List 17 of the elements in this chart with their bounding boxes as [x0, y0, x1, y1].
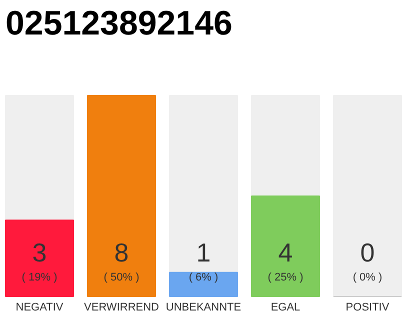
x-tick-label: NEGATIV	[16, 302, 64, 314]
x-tick-label: EGAL	[270, 302, 300, 314]
data-label: ( 19% )	[22, 271, 58, 284]
annotation: 0	[360, 237, 375, 268]
x-tick-label: POSITIV	[346, 302, 390, 314]
chart-title: 025123892146	[6, 4, 232, 42]
data-label: ( 50% )	[104, 271, 140, 284]
x-tick-label: VERWIRREND	[84, 302, 160, 314]
annotation: 1	[196, 237, 211, 268]
x-tick-label: UNBEKANNTE	[166, 302, 242, 314]
annotation: 4	[278, 237, 293, 268]
data-label: ( 25% )	[268, 271, 304, 284]
annotation: 3	[32, 237, 47, 268]
data-label: ( 6% )	[188, 271, 218, 284]
annotation: 8	[114, 237, 129, 268]
data-label: ( 0% )	[352, 271, 382, 284]
bar	[169, 272, 238, 297]
